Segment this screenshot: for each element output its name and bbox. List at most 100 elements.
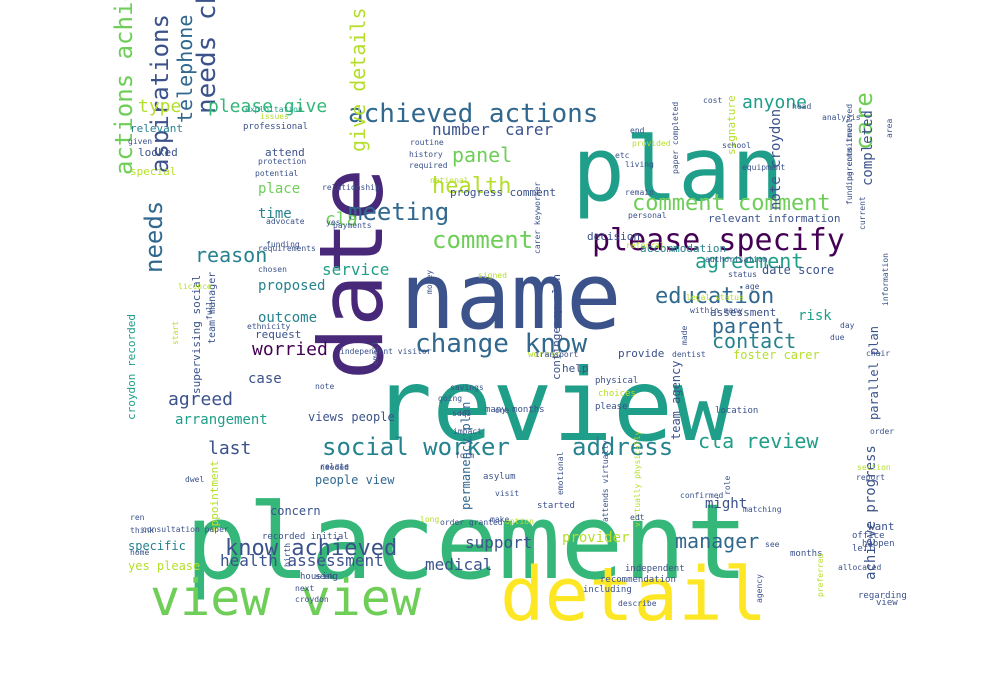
- cloud-word: birth: [283, 543, 292, 567]
- cloud-word: detail: [500, 552, 767, 638]
- cloud-word: funding commitment: [845, 118, 854, 205]
- cloud-word: croydon recorded: [125, 314, 138, 420]
- cloud-word: know achieved: [225, 536, 397, 561]
- cloud-word: see: [765, 540, 780, 549]
- cloud-word: place: [258, 181, 300, 197]
- cloud-word: consultation paper: [142, 525, 229, 534]
- cloud-word: please: [595, 402, 628, 412]
- cloud-word: day: [840, 321, 855, 330]
- cloud-word: provider: [562, 530, 629, 546]
- cloud-word: agreed: [168, 389, 233, 410]
- cloud-word: plan: [572, 118, 784, 221]
- cloud-word: signed: [478, 271, 507, 280]
- cloud-word: attend: [265, 146, 305, 159]
- cloud-word: confirmed: [680, 491, 724, 500]
- cloud-word: happen: [862, 539, 895, 549]
- cloud-word: want: [868, 520, 895, 533]
- cloud-word: needs change: [192, 0, 222, 114]
- cloud-word: achieve progress: [863, 445, 879, 580]
- cloud-word: legal status: [686, 293, 744, 302]
- cloud-word: cost: [703, 96, 722, 105]
- cloud-word: comment comment: [632, 191, 831, 216]
- cloud-word: living: [625, 160, 654, 169]
- cloud-word: think: [130, 526, 154, 535]
- cloud-word: remain: [625, 188, 654, 197]
- cloud-word: address: [572, 433, 673, 461]
- cloud-word: team manager: [207, 272, 218, 344]
- cloud-word: left: [852, 544, 874, 554]
- cloud-word: age: [745, 282, 760, 291]
- cloud-word: comment: [432, 226, 533, 254]
- cloud-word: given: [128, 137, 152, 146]
- cloud-word: relate: [320, 462, 349, 471]
- cloud-word: looked: [138, 146, 178, 159]
- cloud-word: agency: [755, 574, 764, 603]
- cloud-word: decision: [587, 230, 640, 243]
- cloud-word: name: [400, 243, 622, 350]
- cloud-word: specific: [128, 539, 186, 553]
- cloud-word: social worker: [322, 433, 510, 461]
- cloud-word: note croydon: [768, 109, 784, 210]
- cloud-word: provided: [632, 139, 671, 148]
- cloud-word: start: [171, 321, 180, 345]
- cloud-word: completed: [860, 110, 876, 186]
- cloud-word: history: [409, 150, 443, 159]
- cloud-word: reason: [195, 243, 267, 267]
- cloud-word: proposed: [258, 278, 325, 294]
- cloud-word: provide: [618, 347, 664, 360]
- cloud-word: exploitation: [245, 105, 303, 114]
- cloud-word: give details: [346, 8, 370, 153]
- cloud-word: matching: [743, 505, 782, 514]
- cloud-word: status: [728, 270, 757, 279]
- cloud-word: location: [715, 406, 758, 416]
- cloud-word: education: [655, 284, 774, 309]
- cloud-word: parallel plan: [867, 326, 881, 420]
- cloud-word: assessment: [710, 306, 776, 319]
- cloud-word: yes please: [128, 559, 200, 573]
- cloud-word: routine: [410, 138, 444, 147]
- cloud-word: advocate: [266, 217, 305, 226]
- cloud-word: full: [205, 301, 214, 320]
- cloud-word: supervising social: [190, 275, 203, 394]
- cloud-word: seek: [315, 572, 334, 581]
- cloud-word: email: [371, 341, 380, 365]
- cloud-word: role: [723, 476, 732, 495]
- cloud-word: independent visitor: [340, 347, 432, 356]
- cloud-word: dwel: [185, 475, 204, 484]
- cloud-word: please give: [208, 96, 327, 117]
- cloud-word: date score: [762, 263, 834, 277]
- cloud-word: within many: [690, 306, 743, 315]
- cloud-word: change know: [415, 329, 588, 359]
- cloud-word: manager: [675, 529, 759, 553]
- cloud-word: started: [537, 501, 575, 511]
- cloud-word: recorded initial: [262, 532, 349, 542]
- cloud-word: chair: [866, 349, 890, 358]
- cloud-word: please specify: [592, 223, 845, 258]
- cloud-word: permanency plan: [459, 402, 473, 510]
- cloud-word: agreement: [695, 249, 803, 273]
- cloud-word: order granted: [440, 518, 503, 527]
- cloud-word: savings: [450, 383, 484, 392]
- cloud-word: request: [255, 328, 301, 341]
- cloud-word: aspirations: [146, 14, 174, 173]
- cloud-word: contingency plan: [550, 274, 563, 380]
- cloud-word: due: [830, 333, 845, 342]
- cloud-word: case: [248, 371, 282, 387]
- cloud-word: report: [856, 473, 885, 482]
- cloud-word: review: [372, 347, 734, 464]
- cloud-word: required: [409, 161, 448, 170]
- cloud-word: foster carer: [733, 348, 820, 362]
- cloud-word: school: [722, 141, 751, 150]
- cloud-word: arrangement: [175, 412, 268, 428]
- cloud-word: current: [858, 196, 867, 230]
- cloud-word: achieved actions: [348, 99, 598, 129]
- cloud-word: authorisation: [705, 255, 768, 264]
- cloud-word: concern: [270, 504, 321, 518]
- cloud-word: carer keyworker: [533, 182, 542, 254]
- cloud-word: protection: [258, 157, 306, 166]
- cloud-word: actions achieve: [110, 0, 138, 175]
- cloud-word: emotional: [556, 451, 565, 495]
- cloud-word: relationship: [322, 183, 380, 192]
- cloud-word: physical: [595, 376, 638, 386]
